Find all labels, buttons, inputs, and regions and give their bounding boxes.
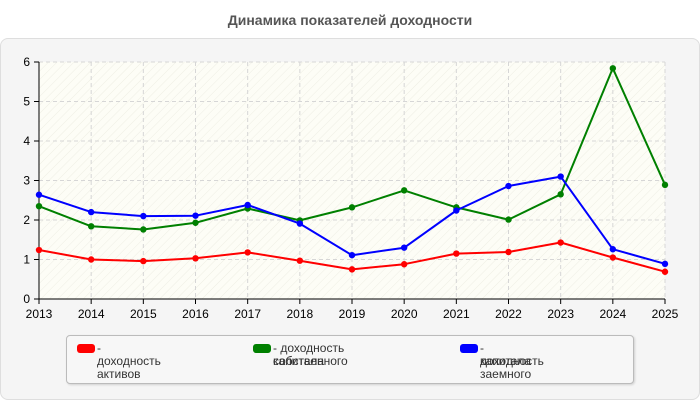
- data-point-1: [35, 246, 43, 254]
- data-point-3: [296, 220, 304, 227]
- data-point-1: [661, 268, 669, 275]
- x-tick-label: 2025: [652, 307, 679, 321]
- legend-swatch-debt: [460, 344, 478, 353]
- data-point-1: [192, 255, 199, 262]
- x-tick-label: 2015: [130, 307, 157, 321]
- data-point-2: [35, 202, 43, 210]
- data-point-3: [400, 244, 408, 251]
- x-tick-label: 2014: [78, 307, 105, 321]
- data-point-2: [400, 187, 408, 194]
- x-tick-label: 2013: [26, 307, 53, 321]
- data-point-3: [661, 260, 669, 268]
- x-tick-label: 2016: [182, 307, 209, 321]
- data-point-1: [400, 261, 408, 268]
- data-point-3: [244, 201, 251, 209]
- data-point-3: [505, 182, 512, 190]
- data-point-2: [87, 223, 95, 230]
- data-point-3: [192, 212, 199, 219]
- y-tick-label: 1: [23, 253, 30, 267]
- data-point-3: [557, 173, 564, 180]
- data-point-1: [348, 266, 356, 273]
- x-tick-label: 2018: [286, 307, 313, 321]
- y-tick-label: 5: [23, 95, 30, 109]
- data-point-1: [244, 249, 251, 256]
- data-point-1: [296, 257, 304, 264]
- data-point-3: [453, 207, 460, 214]
- data-point-3: [35, 191, 43, 198]
- data-point-1: [453, 250, 460, 257]
- axes: 0 1 2 3 4 5 6 2013 2014 2015 2016 2017 2018 2019 2020 2…: [23, 55, 678, 321]
- data-point-2: [557, 191, 564, 198]
- legend: - доходность активов - доходность собств…: [66, 335, 634, 384]
- series-group: [35, 65, 669, 275]
- data-point-1: [140, 257, 147, 265]
- legend-swatch-assets: [77, 344, 95, 353]
- y-tick-label: 0: [23, 292, 30, 306]
- y-tick-label: 4: [23, 134, 30, 148]
- chart-title: Динамика показателей доходности: [227, 12, 473, 28]
- y-tick-label: 3: [23, 174, 30, 188]
- x-tick-label: 2024: [599, 307, 626, 321]
- data-point-2: [140, 226, 147, 233]
- data-point-2: [348, 204, 356, 211]
- x-tick-label: 2021: [443, 307, 470, 321]
- y-tick-label: 6: [23, 55, 30, 69]
- data-point-2: [192, 219, 199, 226]
- data-point-1: [609, 254, 617, 261]
- y-tick-label: 2: [23, 213, 30, 227]
- legend-label-equity-1: - доходность собственного: [273, 341, 348, 368]
- data-point-2: [505, 216, 512, 223]
- data-point-2: [661, 181, 669, 189]
- x-tick-label: 2020: [391, 307, 418, 321]
- legend-label-assets: - доходность активов: [97, 341, 161, 381]
- data-point-3: [140, 212, 147, 220]
- x-tick-label: 2022: [495, 307, 522, 321]
- data-point-1: [505, 248, 512, 256]
- legend-label-equity-2: капитала: [273, 354, 325, 368]
- data-point-1: [87, 256, 95, 263]
- data-point-3: [87, 208, 95, 216]
- x-tick-label: 2019: [339, 307, 366, 321]
- legend-label-debt-2: капитала: [480, 354, 532, 368]
- data-point-2: [609, 65, 617, 72]
- legend-label-debt-1: - доходность заемного: [480, 341, 544, 381]
- legend-swatch-equity: [253, 344, 271, 353]
- data-point-1: [557, 239, 564, 246]
- data-point-3: [609, 246, 617, 253]
- x-tick-label: 2023: [547, 307, 574, 321]
- x-tick-label: 2017: [234, 307, 261, 321]
- data-point-3: [348, 251, 356, 259]
